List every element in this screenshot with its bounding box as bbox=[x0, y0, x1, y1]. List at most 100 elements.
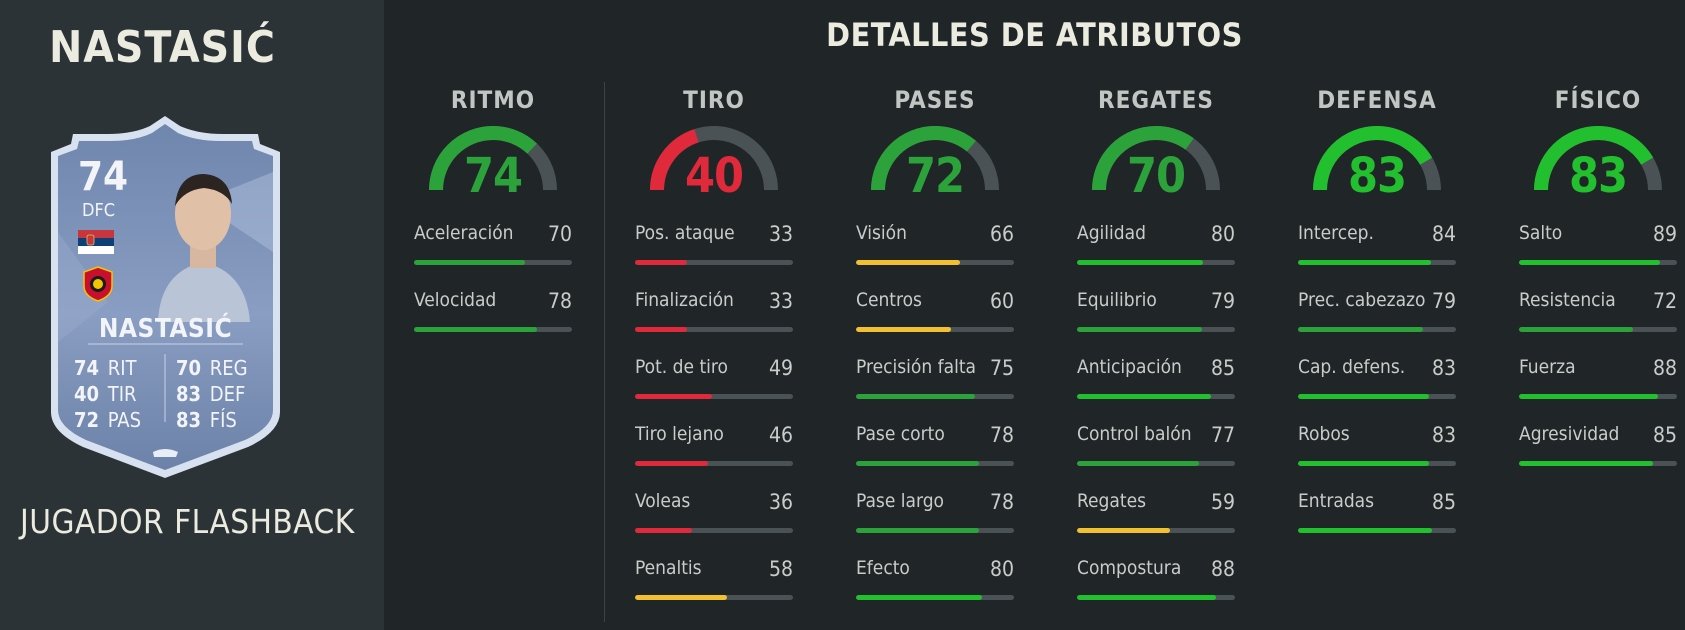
attribute-bar-fill bbox=[635, 327, 688, 332]
attribute-bar-fill bbox=[856, 260, 961, 265]
attribute-anticipacion: Anticipación 85 bbox=[1077, 350, 1235, 417]
attribute-bar-fill bbox=[1298, 260, 1431, 265]
category-defensa: DEFENSA 83 Intercep. 84 Prec. cabezazo 79 Cap.… bbox=[1282, 82, 1472, 551]
attribute-label: Control balón bbox=[1077, 423, 1192, 445]
attribute-bar-fill bbox=[1077, 260, 1204, 265]
attribute-bar bbox=[1077, 394, 1235, 399]
attribute-bar bbox=[635, 260, 793, 265]
attribute-label: Fuerza bbox=[1519, 356, 1576, 378]
attribute-value: 60 bbox=[989, 289, 1014, 313]
category-tiro: TIRO 40 Pos. ataque 33 Finalización 33 Pot. de… bbox=[619, 82, 809, 618]
attribute-entradas: Entradas 85 bbox=[1298, 484, 1456, 551]
card-stat-pace: 74 RIT bbox=[74, 356, 137, 380]
attribute-value: 88 bbox=[1652, 356, 1677, 380]
attribute-value: 66 bbox=[989, 222, 1014, 246]
card-stat-physical: 83 FÍS bbox=[176, 408, 237, 432]
attribute-label: Anticipación bbox=[1077, 356, 1182, 378]
attribute-bar-fill bbox=[635, 461, 708, 466]
attribute-tiro-lejano: Tiro lejano 46 bbox=[635, 417, 793, 484]
attribute-bar bbox=[635, 394, 793, 399]
attribute-value: 59 bbox=[1210, 490, 1235, 514]
attribute-label: Equilibrio bbox=[1077, 289, 1157, 311]
attribute-bar-fill bbox=[1519, 327, 1633, 332]
attribute-bar bbox=[1519, 327, 1677, 332]
attribute-centros: Centros 60 bbox=[856, 283, 1014, 350]
attribute-bar bbox=[635, 461, 793, 466]
attribute-penaltis: Penaltis 58 bbox=[635, 551, 793, 618]
attribute-efecto: Efecto 80 bbox=[856, 551, 1014, 618]
category-ritmo: RITMO 74 Aceleración 70 Velocidad 78 bbox=[398, 82, 588, 350]
player-card: 74 DFC NASTASIĆ 74 RIT 40 TIR 72 PAS 70 … bbox=[48, 112, 283, 482]
attribute-label: Resistencia bbox=[1519, 289, 1616, 311]
category-gauge: 40 bbox=[619, 124, 809, 206]
attribute-bar bbox=[1298, 461, 1456, 466]
attribute-label: Entradas bbox=[1298, 490, 1375, 512]
attribute-bar-fill bbox=[1077, 394, 1212, 399]
category-title: PASES bbox=[894, 86, 976, 114]
attribute-value: 49 bbox=[768, 356, 793, 380]
attribute-bar bbox=[1077, 595, 1235, 600]
attribute-bar-fill bbox=[856, 461, 980, 466]
attribute-bar-fill bbox=[1077, 595, 1217, 600]
attribute-bar-fill bbox=[856, 528, 980, 533]
attribute-bar-fill bbox=[1077, 461, 1199, 466]
category-gauge: 72 bbox=[840, 124, 1030, 206]
attribute-list: Aceleración 70 Velocidad 78 bbox=[414, 216, 572, 350]
player-photo bbox=[158, 174, 250, 322]
attribute-value: 80 bbox=[1210, 222, 1235, 246]
attribute-salto: Salto 89 bbox=[1519, 216, 1677, 283]
attribute-label: Agresividad bbox=[1519, 423, 1620, 445]
attribute-value: 85 bbox=[1210, 356, 1235, 380]
attribute-precision-falta: Precisión falta 75 bbox=[856, 350, 1014, 417]
attribute-bar-fill bbox=[635, 394, 713, 399]
attribute-pot-de-tiro: Pot. de tiro 49 bbox=[635, 350, 793, 417]
category-gauge: 74 bbox=[398, 124, 588, 206]
attribute-value: 78 bbox=[989, 490, 1014, 514]
attribute-bar bbox=[635, 327, 793, 332]
attribute-bar bbox=[1077, 327, 1235, 332]
gauge-arc bbox=[650, 126, 778, 191]
attribute-value: 36 bbox=[768, 490, 793, 514]
attribute-fuerza: Fuerza 88 bbox=[1519, 350, 1677, 417]
attribute-pos-ataque: Pos. ataque 33 bbox=[635, 216, 793, 283]
attribute-finalizacion: Finalización 33 bbox=[635, 283, 793, 350]
attribute-aceleracion: Aceleración 70 bbox=[414, 216, 572, 283]
card-player-name: NASTASIĆ bbox=[98, 314, 233, 344]
category-gauge: 83 bbox=[1282, 124, 1472, 206]
attribute-value: 83 bbox=[1431, 423, 1456, 447]
attribute-bar-fill bbox=[1298, 461, 1430, 466]
attribute-label: Cap. defens. bbox=[1298, 356, 1406, 378]
attribute-value: 46 bbox=[768, 423, 793, 447]
card-stat-defending: 83 DEF bbox=[176, 382, 246, 406]
attribute-bar-fill bbox=[1519, 394, 1659, 399]
attribute-value: 80 bbox=[989, 557, 1014, 581]
attribute-label: Precisión falta bbox=[856, 356, 977, 378]
gauge-arc bbox=[429, 126, 557, 191]
attribute-value: 75 bbox=[989, 356, 1014, 380]
attribute-bar bbox=[856, 327, 1014, 332]
serbia-flag-icon bbox=[78, 230, 114, 254]
attribute-bar-fill bbox=[635, 260, 688, 265]
attribute-label: Efecto bbox=[856, 557, 910, 579]
attribute-cap-defens: Cap. defens. 83 bbox=[1298, 350, 1456, 417]
attribute-bar bbox=[414, 260, 572, 265]
attribute-bar bbox=[1298, 394, 1456, 399]
attribute-robos: Robos 83 bbox=[1298, 417, 1456, 484]
attribute-velocidad: Velocidad 78 bbox=[414, 283, 572, 350]
attribute-label: Visión bbox=[856, 222, 907, 244]
attribute-bar-fill bbox=[635, 595, 727, 600]
attribute-bar bbox=[1077, 528, 1235, 533]
attribute-bar bbox=[856, 394, 1014, 399]
attribute-bar bbox=[1519, 394, 1677, 399]
gauge-arc bbox=[1534, 126, 1662, 191]
attribute-agresividad: Agresividad 85 bbox=[1519, 417, 1677, 484]
attribute-label: Finalización bbox=[635, 289, 734, 311]
attribute-bar-fill bbox=[856, 394, 975, 399]
category-title: RITMO bbox=[450, 86, 536, 114]
attribute-bar-fill bbox=[1077, 327, 1202, 332]
category-title: TIRO bbox=[683, 86, 745, 114]
attribute-value: 89 bbox=[1652, 222, 1677, 246]
attribute-bar-fill bbox=[635, 528, 692, 533]
gauge-arc bbox=[871, 126, 999, 191]
attribute-pase-corto: Pase corto 78 bbox=[856, 417, 1014, 484]
